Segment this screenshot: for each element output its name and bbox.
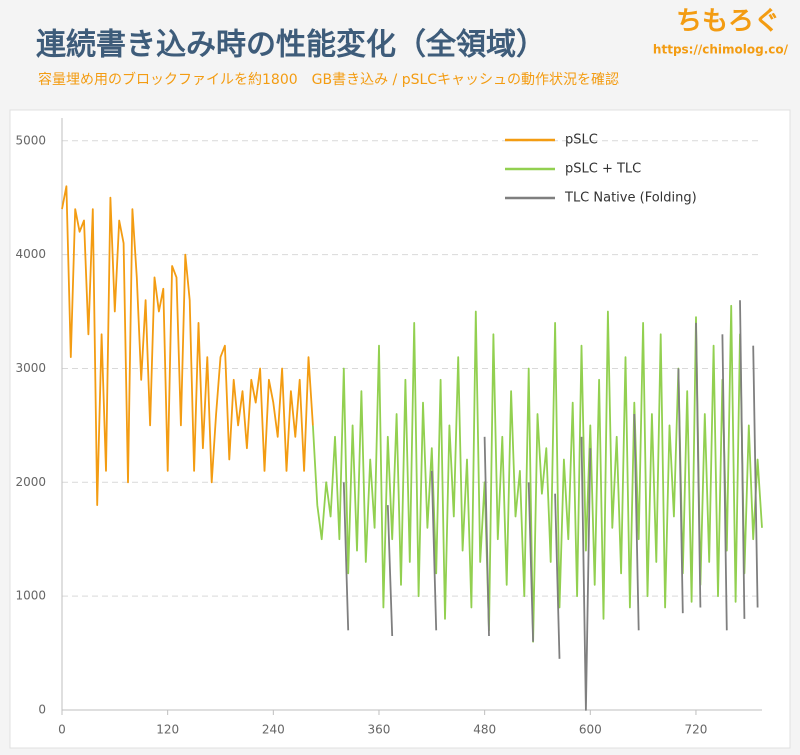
series-line: [61, 185, 314, 506]
series-line: [312, 304, 763, 643]
y-tick-label: 1000: [15, 589, 46, 603]
legend-label: pSLC + TLC: [565, 162, 641, 177]
url: https://chimolog.co/: [653, 43, 789, 57]
x-tick-label: 600: [579, 723, 602, 737]
x-tick-label: 360: [368, 723, 391, 737]
plot-panel: [9, 109, 791, 749]
x-tick-label: 120: [156, 723, 179, 737]
y-tick-label: 5000: [15, 133, 46, 147]
y-tick-label: 0: [38, 703, 46, 717]
chart-title: 連続書き込み時の性能変化（全領域）: [36, 28, 546, 63]
chart-subtitle: 容量埋め用のブロックファイルを約1800 GB書き込み / pSLCキャッシュの…: [38, 71, 619, 88]
legend-label: pSLC: [565, 133, 598, 148]
y-tick-label: 2000: [15, 475, 46, 489]
x-tick-label: 720: [685, 723, 708, 737]
legend-label: TLC Native (Folding): [564, 191, 697, 206]
x-tick-label: 0: [58, 723, 66, 737]
y-tick-label: 4000: [15, 247, 46, 261]
logo: ちもろぐ: [676, 7, 780, 37]
y-tick-label: 3000: [15, 361, 46, 375]
x-tick-label: 480: [473, 723, 496, 737]
x-tick-label: 240: [262, 723, 285, 737]
series-line: [342, 300, 759, 711]
